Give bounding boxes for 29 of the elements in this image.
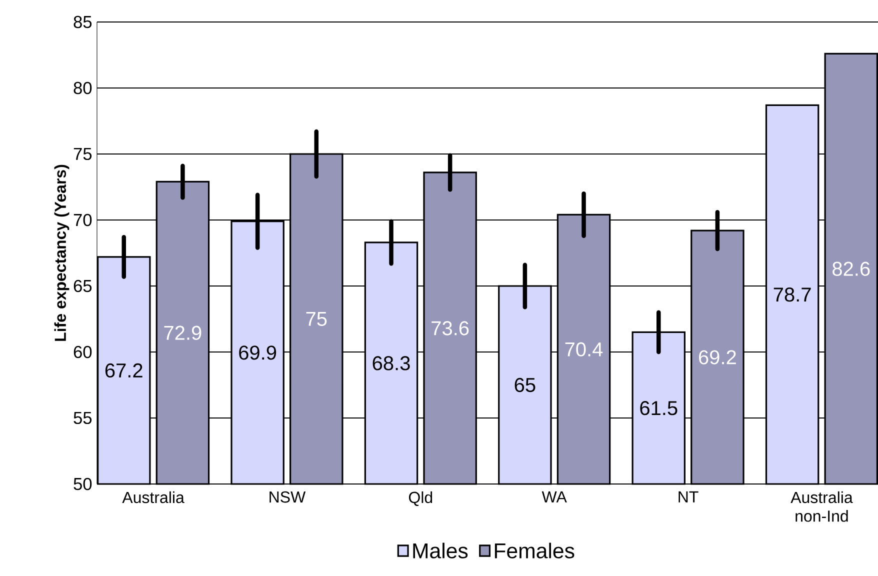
data-label: 70.4 <box>565 342 603 356</box>
x-tick-label: NT <box>678 491 698 502</box>
y-tick-label: 80 <box>74 82 92 94</box>
data-label: 67.2 <box>105 363 142 378</box>
x-tick-label: Qld <box>408 491 432 506</box>
data-label: 73.6 <box>432 321 469 336</box>
x-tick-label: Australia <box>122 491 184 504</box>
y-tick-label: 50 <box>74 478 92 490</box>
data-label: 72.9 <box>164 326 202 340</box>
y-tick-label: 65 <box>74 280 92 292</box>
legend-label: Males <box>413 542 468 558</box>
x-tick-label: Australia non-Ind <box>790 491 853 522</box>
x-tick-label: WA <box>542 491 567 502</box>
y-tick-label: 70 <box>74 214 92 226</box>
y-tick-label: 55 <box>74 412 92 424</box>
x-tick-label: NSW <box>270 491 306 503</box>
data-label: 61.5 <box>640 401 678 416</box>
data-label: 78.7 <box>774 288 811 302</box>
legend-label: Females <box>494 542 574 558</box>
y-tick-label: 75 <box>74 148 92 160</box>
data-label: 82.6 <box>832 262 870 276</box>
y-tick-label: 85 <box>74 16 92 28</box>
data-label: 75 <box>306 312 327 326</box>
data-label: 65 <box>514 378 536 392</box>
data-label: 69.2 <box>699 350 736 364</box>
y-tick-label: 60 <box>74 346 92 358</box>
data-label: 68.3 <box>372 356 410 370</box>
y-axis-title: Life expectancy (Years) <box>54 164 70 341</box>
data-label: 69.9 <box>239 346 276 360</box>
